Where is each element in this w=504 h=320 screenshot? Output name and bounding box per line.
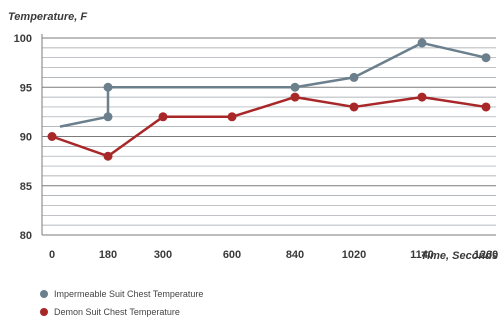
x-axis-label: Time, Seconds (421, 250, 498, 262)
data-point (227, 112, 237, 122)
x-tick-label: 180 (99, 249, 117, 261)
y-tick-label: 100 (14, 33, 32, 45)
x-tick-label: 600 (223, 249, 241, 261)
x-tick-label: 1020 (342, 249, 366, 261)
data-point (290, 82, 300, 92)
data-point (481, 102, 491, 112)
y-tick-label: 80 (20, 230, 32, 242)
legend-item-impermeable: Impermeable Suit Chest Temperature (40, 289, 203, 299)
data-point (417, 38, 427, 48)
x-tick-label: 0 (49, 249, 55, 261)
legend-marker-demon (40, 308, 48, 316)
legend-label-demon: Demon Suit Chest Temperature (54, 307, 180, 317)
series-line (59, 41, 487, 128)
y-tick-label: 90 (20, 132, 32, 144)
data-point (349, 72, 359, 82)
legend-marker-impermeable (40, 290, 48, 298)
line-chart: 80 85 90 95 100 0 180 300 600 840 1020 1140 1260 Tem… (8, 11, 499, 262)
y-axis-label: Temperature, F (8, 11, 87, 23)
x-tick-label: 1140 (410, 249, 434, 261)
data-point (349, 102, 359, 112)
data-point (481, 53, 491, 63)
data-point (417, 92, 427, 102)
grid (42, 37, 496, 236)
data-point (47, 132, 57, 141)
y-tick-label: 95 (20, 82, 32, 94)
y-tick-label: 85 (20, 181, 32, 193)
series-line (51, 95, 487, 158)
data-point (158, 112, 168, 122)
legend-item-demon: Demon Suit Chest Temperature (40, 307, 180, 317)
data-point (290, 92, 300, 102)
data-point (103, 82, 113, 92)
axes: 80 85 90 95 100 0 180 300 600 840 1020 1140 1260 (14, 33, 499, 261)
x-tick-label: 300 (154, 249, 172, 261)
x-tick-label: 1260 (474, 249, 498, 261)
data-point (103, 151, 113, 161)
legend-label-impermeable: Impermeable Suit Chest Temperature (54, 289, 204, 299)
data-point (103, 112, 113, 122)
x-tick-label: 840 (286, 249, 304, 261)
series-lines (47, 38, 491, 161)
